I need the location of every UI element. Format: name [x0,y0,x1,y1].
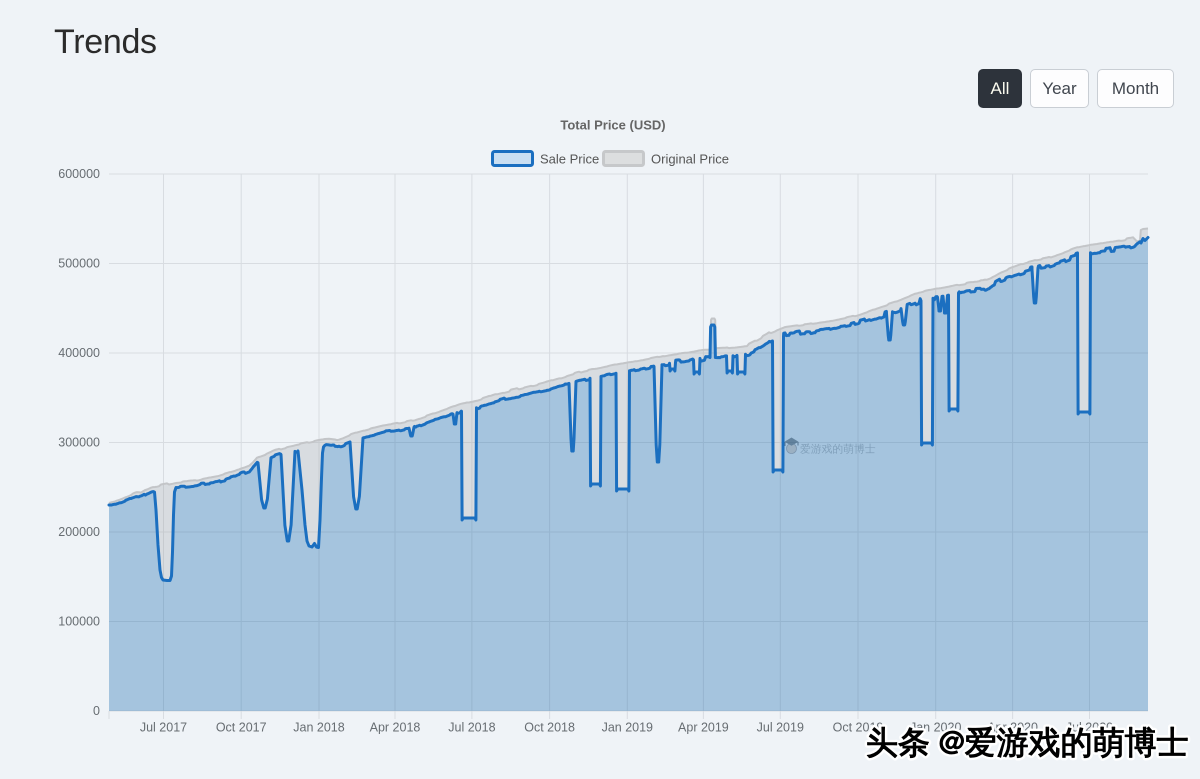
svg-text:Oct 2017: Oct 2017 [216,721,267,735]
svg-text:Total Price (USD): Total Price (USD) [560,118,665,133]
svg-text:Jan 2018: Jan 2018 [293,721,344,735]
svg-text:200000: 200000 [58,525,100,539]
svg-text:500000: 500000 [58,257,100,271]
svg-text:Jul 2017: Jul 2017 [140,721,187,735]
svg-text:0: 0 [93,704,100,718]
svg-text:Apr 2018: Apr 2018 [370,721,421,735]
svg-text:100000: 100000 [58,615,100,629]
svg-text:Oct 2018: Oct 2018 [524,721,575,735]
svg-text:Apr 2019: Apr 2019 [678,721,729,735]
svg-text:Original Price: Original Price [651,152,729,167]
svg-text:300000: 300000 [58,436,100,450]
svg-text:Sale Price: Sale Price [540,152,599,167]
svg-text:Jul 2018: Jul 2018 [448,721,495,735]
svg-text:Jan 2019: Jan 2019 [602,721,653,735]
svg-text:600000: 600000 [58,167,100,181]
svg-text:400000: 400000 [58,346,100,360]
svg-text:Jul 2019: Jul 2019 [757,721,804,735]
